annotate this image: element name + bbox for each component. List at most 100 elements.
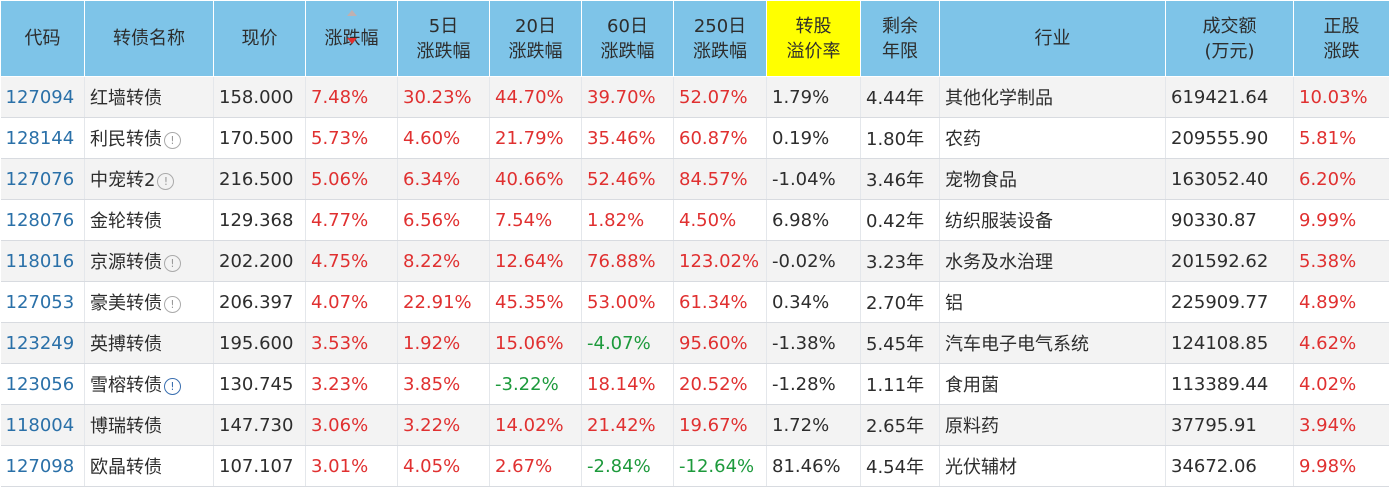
cell-chg250: 61.34% [673,281,767,323]
cell-name: 利民转债! [84,117,214,159]
column-header-premium[interactable]: 转股 溢价率 [766,0,861,77]
cell-industry: 其他化学制品 [939,76,1166,118]
cell-volume: 225909.77 [1165,281,1294,323]
table-header-row: 代码 转债名称 现价 涨跌幅 5日 涨跌幅 20日 涨跌幅 60日 涨跌幅 250日 涨跌幅 转股 溢价率… [0,0,1389,77]
cell-stock_change: 9.98% [1293,445,1389,487]
cell-stock_change: 4.89% [1293,281,1389,323]
bond-code-link[interactable]: 127098 [5,455,75,477]
bond-name[interactable]: 红墙转债 [90,88,162,109]
column-header-name[interactable]: 转债名称 [84,0,214,77]
column-header-stock_change[interactable]: 正股 涨跌 [1293,0,1389,77]
bond-code-link[interactable]: 118004 [5,414,75,436]
cell-remaining: 4.44年 [860,76,940,118]
cell-name: 豪美转债! [84,281,214,323]
table-row[interactable]: 127076 中宠转2! 216.500 5.06% 6.34% 40.66% 52.46%… [0,158,1389,200]
column-header-label: 涨跌幅 [600,40,655,62]
column-header-price[interactable]: 现价 [213,0,306,77]
bond-code-link[interactable]: 127076 [5,168,75,190]
column-header-chg60[interactable]: 60日涨跌幅 [581,0,674,77]
cell-code: 128144 [0,117,85,159]
cell-remaining: 5.45年 [860,322,940,364]
cell-chg60: 18.14% [581,363,674,405]
column-header-label: 涨跌 [1323,40,1360,62]
cell-name: 雪榕转债! [84,363,214,405]
cell-chg5: 3.85% [397,363,490,405]
column-header-remaining[interactable]: 剩余 年限 [860,0,940,77]
cell-volume: 209555.90 [1165,117,1294,159]
cell-industry: 汽车电子电气系统 [939,322,1166,364]
column-header-label: (万元) [1204,40,1255,62]
bond-code-link[interactable]: 127053 [5,291,75,313]
cell-chg20: 40.66% [489,158,582,200]
cell-price: 130.745 [213,363,306,405]
column-header-label: 涨跌幅 [693,40,747,62]
bond-name[interactable]: 中宠转2 [90,170,156,191]
column-header-chg5[interactable]: 5日 涨跌幅 [397,0,490,77]
cell-chg60: 52.46% [581,158,674,200]
cell-code: 128076 [0,199,85,241]
bond-name[interactable]: 金轮转债 [90,211,162,232]
info-icon[interactable]: ! [164,378,181,395]
table-row[interactable]: 128076 金轮转债 129.368 4.77% 6.56% 7.54% 1.82% 4.5… [0,199,1389,241]
cell-chg5: 6.56% [397,199,490,241]
cell-price: 195.600 [213,322,306,364]
cell-premium: 0.19% [766,117,861,159]
bond-name[interactable]: 雪榕转债 [90,375,162,396]
column-header-industry[interactable]: 行业 [939,0,1166,77]
cell-chg20: 15.06% [489,322,582,364]
bond-code-link[interactable]: 123056 [5,373,75,395]
cell-industry: 水务及水治理 [939,240,1166,282]
table-row[interactable]: 128144 利民转债! 170.500 5.73% 4.60% 21.79% 35.46%… [0,117,1389,159]
bond-name[interactable]: 豪美转债 [90,293,162,314]
cell-remaining: 3.46年 [860,158,940,200]
bond-code-link[interactable]: 127094 [5,86,75,108]
cell-chg5: 4.05% [397,445,490,487]
bond-name[interactable]: 欧晶转债 [90,457,162,478]
cell-change: 3.53% [305,322,398,364]
cell-premium: -1.28% [766,363,861,405]
cell-change: 3.01% [305,445,398,487]
info-icon[interactable]: ! [164,132,181,149]
cell-price: 147.730 [213,404,306,446]
bond-code-link[interactable]: 128144 [5,127,75,149]
column-header-label: 正股 [1323,15,1360,37]
cell-stock_change: 9.99% [1293,199,1389,241]
table-row[interactable]: 118016 京源转债! 202.200 4.75% 8.22% 12.64% 76.88%… [0,240,1389,282]
column-header-volume[interactable]: 成交额 (万元) [1165,0,1294,77]
cell-chg5: 8.22% [397,240,490,282]
info-icon[interactable]: ! [164,296,181,313]
column-header-change[interactable]: 涨跌幅 [305,0,398,77]
cell-chg5: 6.34% [397,158,490,200]
table-row[interactable]: 127053 豪美转债! 206.397 4.07% 22.91% 45.35% 53.00… [0,281,1389,323]
column-header-code[interactable]: 代码 [0,0,85,77]
bond-name[interactable]: 博瑞转债 [90,416,162,437]
cell-name: 红墙转债 [84,76,214,118]
cell-volume: 34672.06 [1165,445,1294,487]
cell-price: 170.500 [213,117,306,159]
cell-chg250: 19.67% [673,404,767,446]
column-header-label: 60日 [607,15,648,37]
cell-industry: 宠物食品 [939,158,1166,200]
cell-remaining: 1.80年 [860,117,940,159]
cell-chg250: 95.60% [673,322,767,364]
cell-chg60: -2.84% [581,445,674,487]
info-icon[interactable]: ! [157,173,175,190]
bond-name[interactable]: 京源转债 [90,252,162,273]
bond-name[interactable]: 利民转债 [90,129,162,150]
table-row[interactable]: 118004 博瑞转债 147.730 3.06% 3.22% 14.02% 21.42% 1… [0,404,1389,446]
column-header-label: 行业 [1034,28,1071,49]
column-header-chg20[interactable]: 20日 涨跌幅 [489,0,582,77]
table-row[interactable]: 123056 雪榕转债! 130.745 3.23% 3.85% -3.22% 18.14%… [0,363,1389,405]
table-row[interactable]: 127098 欧晶转债 107.107 3.01% 4.05% 2.67% -2.84% -1… [0,445,1389,487]
cell-remaining: 3.23年 [860,240,940,282]
column-header-chg250[interactable]: 250日 涨跌幅 [673,0,767,77]
cell-chg250: 52.07% [673,76,767,118]
cell-premium: -1.38% [766,322,861,364]
table-row[interactable]: 127094 红墙转债 158.000 7.48% 30.23% 44.70% 39.70%… [0,76,1389,118]
bond-code-link[interactable]: 128076 [5,209,75,231]
bond-code-link[interactable]: 118016 [5,250,75,272]
info-icon[interactable]: ! [164,255,181,272]
table-row[interactable]: 123249 英搏转债 195.600 3.53% 1.92% 15.06% -4.07% 9… [0,322,1389,364]
bond-name[interactable]: 英搏转债 [90,334,162,355]
bond-code-link[interactable]: 123249 [5,332,75,354]
